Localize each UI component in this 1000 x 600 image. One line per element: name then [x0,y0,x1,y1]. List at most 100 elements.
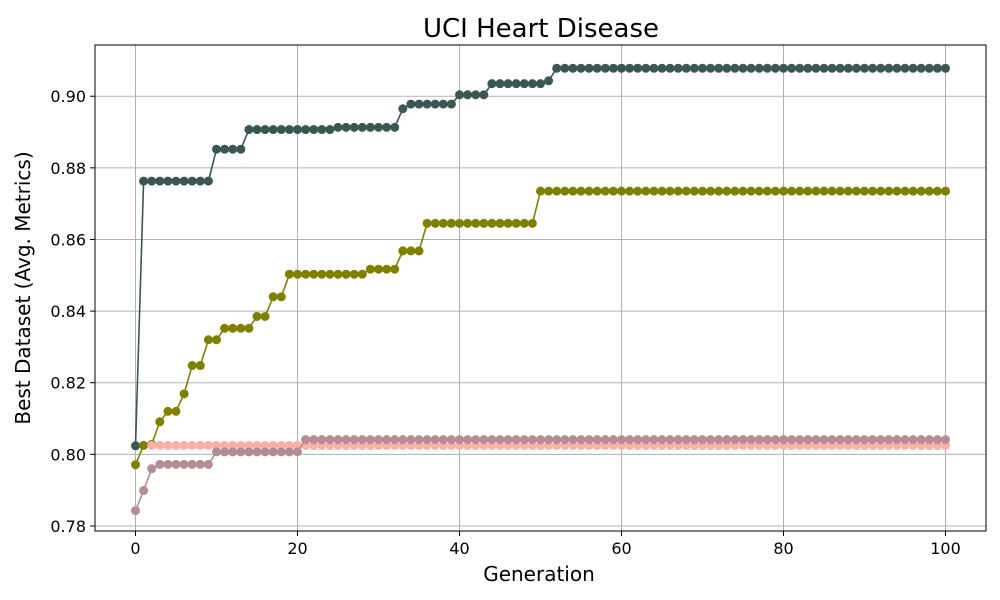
data-point [446,435,456,445]
data-point [665,63,675,73]
data-point [892,63,902,73]
data-point [811,435,821,445]
data-point [795,63,805,73]
data-point [333,269,343,279]
data-point [309,435,319,445]
series-layer [131,63,950,516]
data-point [236,323,246,333]
data-point [390,122,400,132]
data-point [787,435,797,445]
data-point [422,99,432,109]
data-point [787,186,797,196]
data-point [309,125,319,135]
data-point [365,264,375,274]
data-point [544,186,554,196]
data-point [487,79,497,89]
data-point [843,186,853,196]
data-point [430,218,440,228]
data-point [463,90,473,100]
data-point [487,435,497,445]
data-point [260,311,270,321]
data-point [770,186,780,196]
data-point [868,63,878,73]
data-point [495,435,505,445]
data-point [268,292,278,302]
data-point [884,63,894,73]
data-point [892,186,902,196]
data-point [681,186,691,196]
data-point [511,218,521,228]
data-point [390,264,400,274]
data-point [187,459,197,469]
data-point [706,186,716,196]
data-point [244,323,254,333]
data-point [374,435,383,445]
data-point [382,122,392,132]
data-point [673,186,683,196]
data-point [155,440,165,450]
data-point [228,144,238,154]
data-point [536,186,545,196]
data-point [714,186,724,196]
data-point [625,186,635,196]
data-point [284,440,294,450]
data-point [762,186,772,196]
data-point [633,435,643,445]
series-4 [131,435,950,516]
data-point [617,435,626,445]
chart-title: UCI Heart Disease [423,14,659,44]
data-point [203,176,213,186]
data-point [560,186,570,196]
data-point [195,176,205,186]
data-point [916,186,926,196]
data-point [608,186,618,196]
data-point [730,435,740,445]
data-point [349,269,359,279]
data-point [560,435,570,445]
data-point [827,435,837,445]
data-point [503,218,513,228]
data-point [333,435,343,445]
data-point [260,440,270,450]
data-point [212,440,221,450]
data-point [203,440,213,450]
data-point [916,435,926,445]
data-point [827,186,837,196]
plot-frame [94,44,987,532]
data-point [187,361,197,371]
data-point [131,506,140,516]
data-point [471,218,481,228]
data-point [179,440,189,450]
data-point [155,176,165,186]
data-point [746,63,756,73]
data-point [941,186,950,196]
data-point [390,435,400,445]
data-point [236,440,246,450]
data-point [212,447,221,457]
data-point [527,218,537,228]
data-point [641,186,651,196]
y-tick-label: 0.78 [50,517,86,536]
data-point [382,264,392,274]
data-point [835,186,845,196]
data-point [228,440,238,450]
data-point [398,104,408,114]
data-point [228,323,238,333]
data-point [260,447,270,457]
data-point [900,63,910,73]
data-point [738,186,748,196]
data-point [746,186,756,196]
data-point [406,246,416,256]
data-point [568,186,578,196]
data-point [252,440,262,450]
data-point [633,186,643,196]
data-point [309,269,319,279]
data-point [495,79,505,89]
data-point [293,447,302,457]
data-point [600,435,610,445]
data-point [592,435,602,445]
data-point [681,435,691,445]
data-point [544,435,554,445]
data-point [665,186,675,196]
